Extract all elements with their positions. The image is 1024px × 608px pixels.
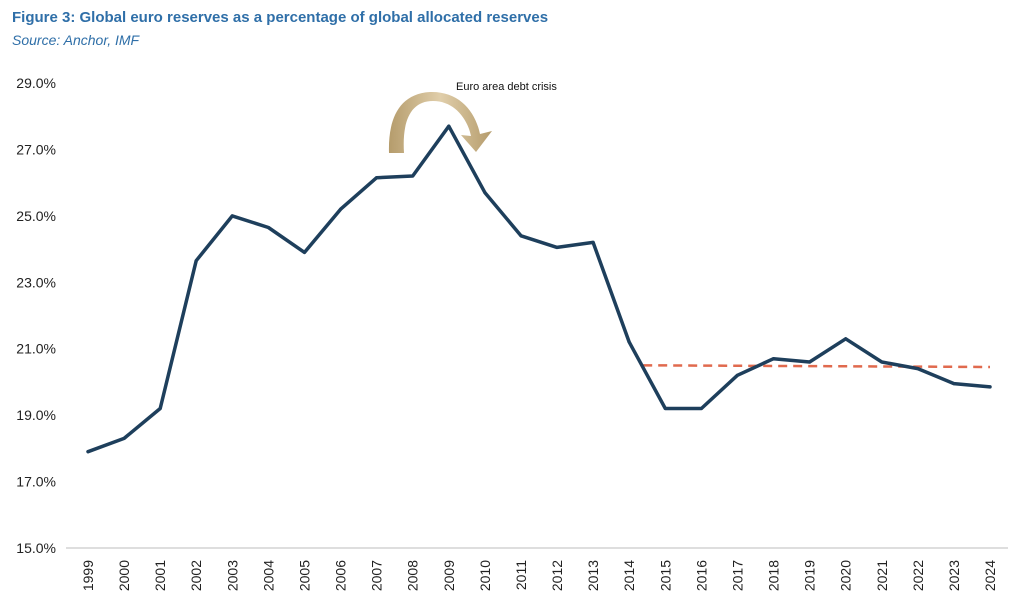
data-point: [230, 214, 234, 218]
data-point: [627, 340, 631, 344]
x-tick-label: 2019: [802, 560, 818, 591]
data-point: [880, 360, 884, 364]
x-tick-label: 2005: [296, 560, 312, 591]
x-tick-label: 2022: [910, 560, 926, 591]
x-tick-label: 2015: [657, 560, 673, 591]
x-tick-label: 2006: [333, 560, 349, 591]
data-point: [158, 407, 162, 410]
data-point: [555, 245, 559, 249]
series-line: [86, 124, 992, 454]
x-tick-label: 2010: [477, 560, 493, 591]
x-tick-label: 1999: [80, 560, 96, 591]
x-tick-label: 2009: [441, 560, 457, 591]
y-tick-label: 19.0%: [16, 407, 56, 423]
x-tick-label: 2018: [766, 560, 782, 591]
y-tick-label: 23.0%: [16, 274, 56, 290]
data-point: [844, 337, 848, 341]
data-point: [591, 240, 595, 244]
x-tick-label: 2008: [405, 560, 421, 591]
data-point: [808, 360, 812, 364]
y-tick-label: 27.0%: [16, 141, 56, 157]
x-tick-label: 2021: [874, 560, 890, 591]
x-tick-label: 2003: [224, 560, 240, 591]
x-tick-label: 2001: [152, 560, 168, 591]
trendline: [643, 364, 991, 369]
data-point: [122, 436, 126, 440]
x-tick-label: 2000: [116, 560, 132, 591]
x-tick-label: 2011: [513, 560, 529, 590]
x-tick-label: 2007: [369, 560, 385, 591]
data-point: [302, 250, 306, 254]
y-tick-label: 29.0%: [16, 75, 56, 91]
data-points: [86, 124, 992, 454]
x-axis: 1999 2000 2001 2002 2003 2004 2005 2006 2007 2008…: [80, 560, 998, 591]
curved-arrow-icon: [388, 91, 492, 153]
data-point: [339, 207, 343, 211]
x-tick-label: 2020: [838, 560, 854, 591]
data-point: [194, 259, 198, 263]
y-axis: 15.0% 17.0% 19.0% 21.0% 23.0% 25.0% 27.0% 29.0%: [16, 75, 56, 556]
data-point: [916, 367, 920, 371]
data-point: [952, 382, 956, 386]
x-tick-label: 2024: [982, 560, 998, 591]
data-point: [375, 176, 379, 180]
data-point: [483, 191, 487, 195]
chart-title: Figure 3: Global euro reserves as a perc…: [12, 9, 549, 26]
data-point: [663, 407, 667, 410]
y-tick-label: 15.0%: [16, 540, 56, 556]
chart-source: Source: Anchor, IMF: [12, 32, 140, 48]
data-point: [86, 450, 90, 454]
data-point: [699, 407, 703, 410]
y-tick-label: 25.0%: [16, 208, 56, 224]
x-tick-label: 2002: [188, 560, 204, 591]
x-tick-label: 2023: [946, 560, 962, 591]
data-point: [988, 385, 992, 389]
data-point: [772, 357, 776, 361]
x-tick-label: 2004: [260, 560, 276, 591]
data-point: [266, 225, 270, 229]
x-tick-label: 2017: [729, 560, 745, 591]
y-tick-label: 21.0%: [16, 341, 56, 357]
annotation-label: Euro area debt crisis: [456, 81, 557, 93]
x-tick-label: 2013: [585, 560, 601, 591]
x-tick-label: 2012: [549, 560, 565, 591]
y-tick-label: 17.0%: [16, 474, 56, 490]
data-point: [447, 124, 451, 128]
x-tick-label: 2016: [693, 560, 709, 591]
data-point: [735, 373, 739, 377]
data-point: [411, 174, 415, 178]
data-point: [519, 234, 523, 238]
x-tick-label: 2014: [621, 560, 637, 591]
